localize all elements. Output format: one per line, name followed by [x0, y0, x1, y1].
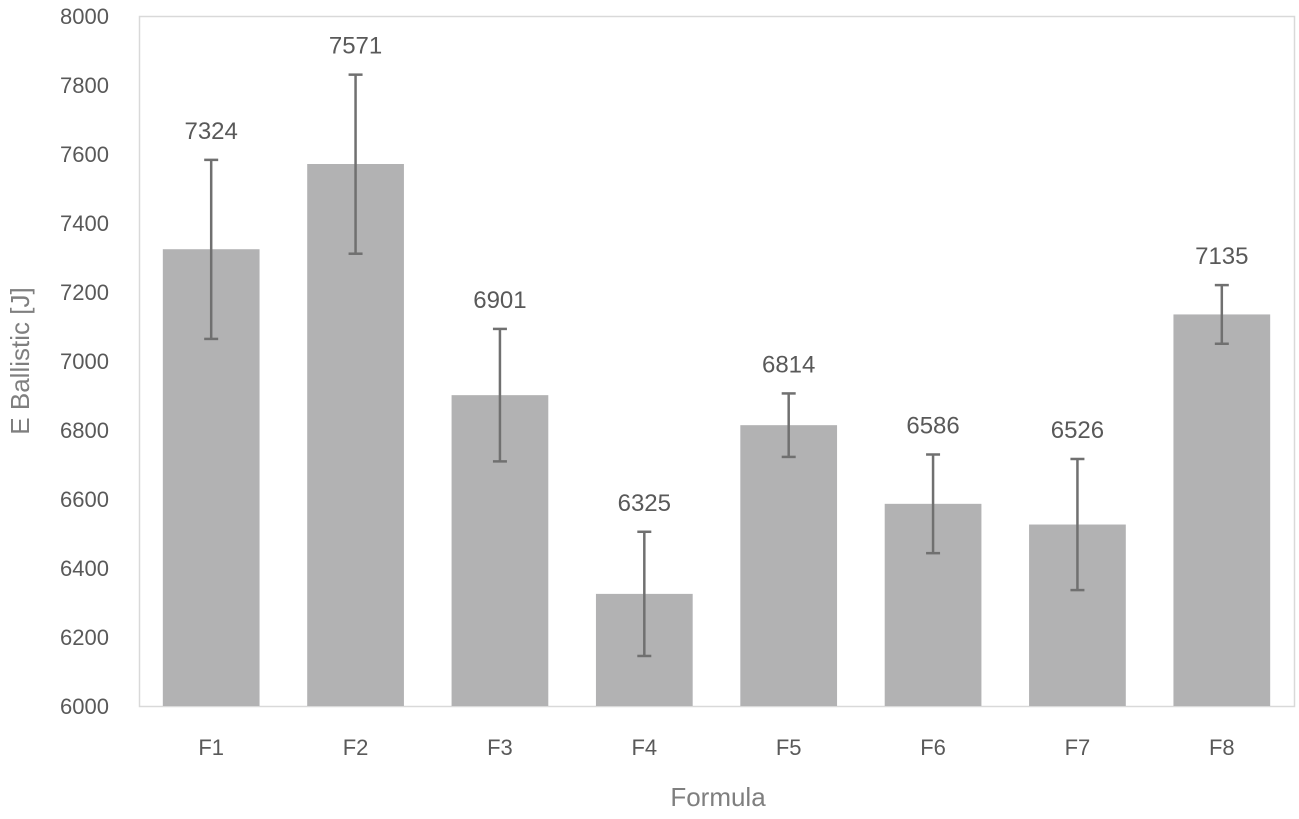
x-axis-ticks: F1 F2 F3 F4 F5 F6 F7 F8: [198, 735, 1234, 760]
x-tick-label: F7: [1065, 735, 1091, 760]
x-tick-label: F3: [487, 735, 513, 760]
y-tick-label: 6400: [60, 556, 109, 581]
data-label-f8: 7135: [1195, 243, 1248, 270]
data-labels: 7324 7571 6901 6325 6814 6586 6526 7135: [184, 33, 1248, 517]
data-label-f4: 6325: [618, 490, 671, 517]
y-tick-label: 7200: [60, 280, 109, 305]
y-tick-label: 7600: [60, 142, 109, 167]
plot-area-border: [138, 15, 1296, 708]
data-label-f6: 6586: [906, 412, 959, 439]
y-tick-label: 6200: [60, 625, 109, 650]
y-tick-label: 8000: [60, 4, 109, 29]
data-label-f5: 6814: [762, 351, 815, 378]
y-tick-label: 7000: [60, 349, 109, 374]
bar-f5: [740, 425, 838, 706]
x-tick-label: F4: [631, 735, 657, 760]
x-tick-label: F8: [1209, 735, 1235, 760]
x-tick-label: F2: [343, 735, 369, 760]
x-axis-title: Formula: [670, 782, 766, 812]
data-label-f1: 7324: [184, 118, 237, 145]
bar-f8: [1173, 314, 1271, 706]
error-bars: [204, 73, 1229, 658]
y-axis-title: E Ballistic [J]: [5, 287, 35, 434]
data-label-f7: 6526: [1051, 417, 1104, 444]
y-axis-ticks: 6000 6200 6400 6600 6800 7000 7200 7400 7600 7800…: [60, 4, 109, 719]
data-label-f3: 6901: [473, 287, 526, 314]
y-tick-label: 6000: [60, 694, 109, 719]
x-tick-label: F5: [776, 735, 802, 760]
x-tick-label: F6: [920, 735, 946, 760]
y-tick-label: 7400: [60, 211, 109, 236]
y-tick-label: 6600: [60, 487, 109, 512]
y-tick-label: 7800: [60, 73, 109, 98]
y-tick-label: 6800: [60, 418, 109, 443]
x-tick-label: F1: [198, 735, 224, 760]
data-label-f2: 7571: [329, 33, 382, 60]
